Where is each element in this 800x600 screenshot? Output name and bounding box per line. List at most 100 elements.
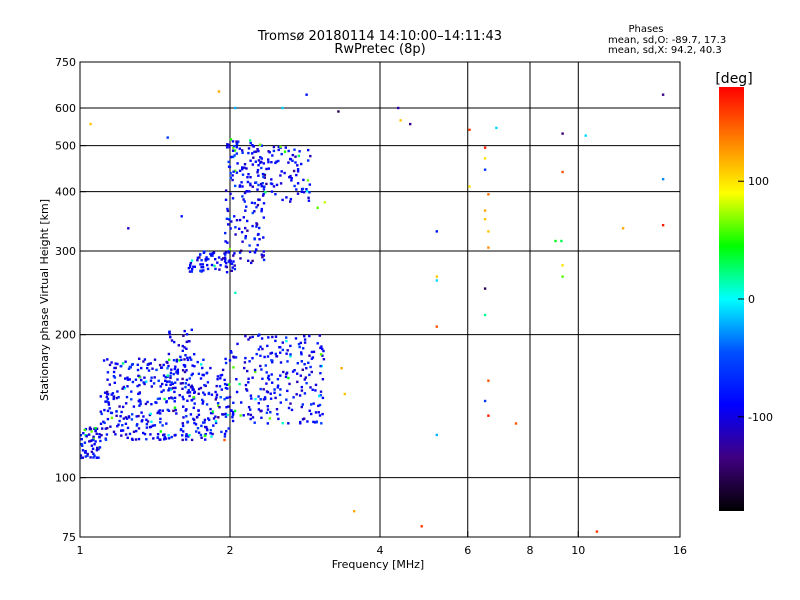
echo-point [166,367,169,370]
echo-point [219,374,222,377]
echo-point [310,357,314,360]
echo-point [243,366,246,370]
echo-point [205,403,209,406]
echo-point [183,358,186,361]
echo-point [95,449,99,452]
echo-point [279,351,282,354]
colorbar-unit: [deg] [715,71,752,87]
echo-point [232,366,235,369]
echo-point [299,420,302,424]
echo-point [89,439,92,443]
echo-point [308,183,311,186]
echo-point [224,361,228,365]
echo-point [231,140,235,143]
echo-point [309,154,312,158]
echo-point [211,411,214,415]
echo-point [244,209,247,212]
echo-point [197,392,200,395]
echo-point [224,265,228,268]
echo-point [235,142,238,145]
echo-point [170,396,173,399]
echo-point [140,420,143,423]
echo-point [212,424,215,427]
echo-point [285,372,288,376]
echo-point [197,372,201,375]
echo-point [195,416,199,419]
echo-point [320,345,323,348]
echo-point [126,378,130,381]
echo-point [121,429,125,432]
echo-point [186,420,190,423]
echo-point [181,434,184,437]
colorbar-tick-label: -100 [748,411,773,424]
echo-point [218,385,222,388]
echo-point [185,415,188,418]
echo-point [561,132,564,135]
echo-point [143,432,147,436]
echo-point [199,269,202,273]
echo-point [215,393,219,396]
echo-point [124,360,127,363]
echo-point [234,291,237,294]
echo-point [83,451,87,454]
echo-point [124,433,128,436]
echo-point [229,155,233,159]
echo-point [105,433,109,436]
echo-point [162,363,165,367]
x-tick-label: 16 [673,544,687,557]
echo-point [138,404,141,407]
echo-point [105,393,109,396]
echo-point [136,368,140,372]
echo-point [257,232,260,236]
echo-point [146,420,150,423]
echo-point [236,342,239,346]
echo-point [214,267,217,271]
echo-point [225,406,228,409]
echo-point [238,251,242,254]
echo-point [259,345,262,348]
echo-point [94,427,97,430]
echo-point [90,444,94,447]
echo-point [252,145,255,148]
echo-point [220,388,223,391]
echo-point [409,122,412,126]
echo-point [143,358,147,361]
echo-point [262,202,266,205]
echo-point [187,267,191,270]
echo-point [209,432,212,435]
echo-point [304,376,307,379]
echo-point [256,243,259,247]
echo-point [203,250,206,253]
echo-point [105,400,109,403]
echo-point [128,432,132,436]
echo-point [157,410,160,413]
echo-point [196,360,199,364]
echo-point [214,420,218,423]
echo-point [189,261,193,265]
echo-point [172,359,176,362]
x-tick-label: 8 [527,544,534,557]
echo-point [106,397,110,400]
echo-point [260,368,263,371]
echo-point [167,358,171,361]
echo-point [169,383,172,386]
echo-point [164,379,167,382]
echo-point [126,426,130,430]
echo-point [112,397,115,401]
echo-point [152,437,155,440]
echo-point [106,417,110,421]
echo-point [89,427,93,431]
echo-point [295,393,298,396]
echo-point [159,417,162,421]
echo-point [225,262,228,265]
echo-point [260,253,263,256]
echo-point [180,215,183,218]
echo-point [300,353,303,356]
echo-point [266,405,269,408]
echo-point [231,155,234,159]
echo-point [155,368,158,372]
echo-point [228,395,232,399]
echo-point [131,380,135,384]
echo-point [271,335,274,339]
echo-point [142,360,145,363]
